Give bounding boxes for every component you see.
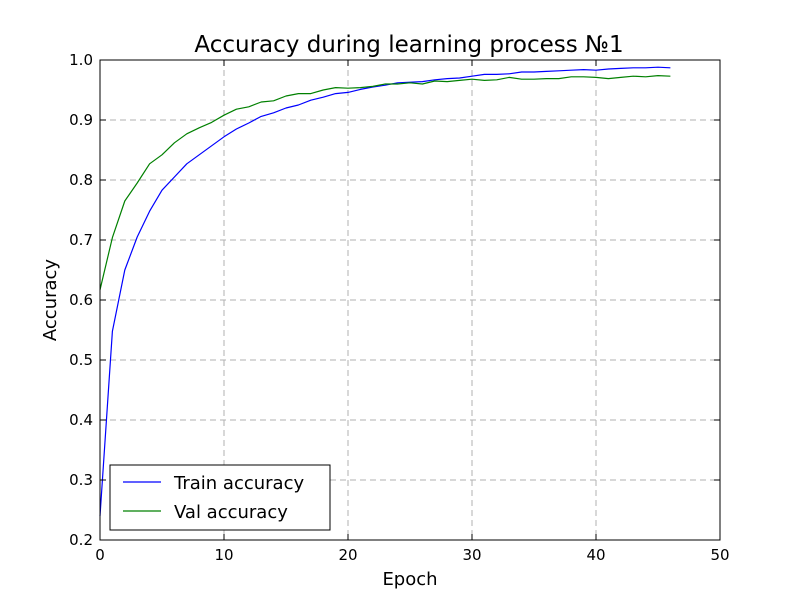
- series-line-train-accuracy: [99, 66, 671, 517]
- y-tick-label: 0.3: [69, 471, 93, 489]
- y-tick-label: 0.7: [69, 231, 93, 249]
- x-tick-label: 50: [710, 546, 729, 564]
- series-layer: [99, 66, 671, 517]
- chart-title: Accuracy during learning process №1: [194, 32, 623, 58]
- legend-box: [109, 464, 331, 531]
- y-axis-label: Accuracy: [40, 259, 61, 342]
- legend-label-train: Train accuracy: [173, 473, 304, 494]
- y-tick-label: 0.5: [69, 351, 93, 369]
- y-tick-label: 0.8: [69, 171, 93, 189]
- y-tick-label: 0.9: [69, 111, 93, 129]
- y-tick-label: 1.0: [69, 51, 93, 69]
- y-tick-label: 0.4: [69, 411, 93, 429]
- ticks: 0 10 20 30 40 50 0.2 0.3 0.4 0.5 0.6 0.7 0.8 0.9 1.0: [69, 51, 729, 564]
- grid: [100, 60, 720, 540]
- x-axis-label: Epoch: [382, 569, 437, 590]
- x-tick-label: 40: [586, 546, 605, 564]
- x-tick-label: 30: [462, 546, 481, 564]
- y-tick-label: 0.6: [69, 291, 93, 309]
- legend-label-val: Val accuracy: [174, 502, 288, 523]
- legend: Train accuracy Val accuracy: [109, 464, 331, 531]
- x-tick-label: 10: [214, 546, 233, 564]
- x-tick-label: 0: [95, 546, 105, 564]
- series-line-val-accuracy: [99, 74, 671, 290]
- x-tick-label: 20: [338, 546, 357, 564]
- y-tick-label: 0.2: [69, 531, 93, 549]
